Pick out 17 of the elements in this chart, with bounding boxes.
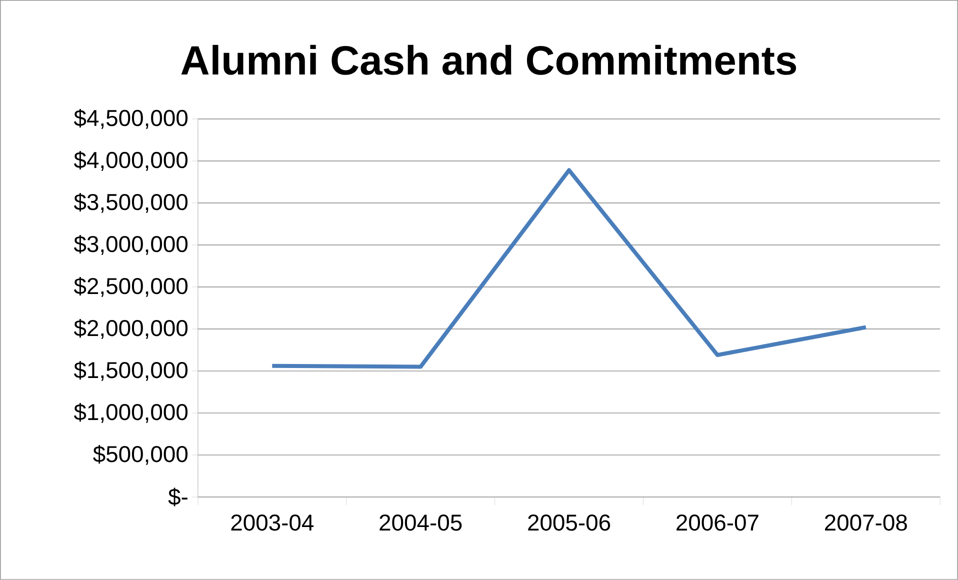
y-tick-label: $- [168,488,188,506]
y-tick-label: $2,500,000 [74,277,188,297]
y-tick-label: $4,000,000 [74,151,188,171]
x-tick-label: 2003-04 [231,514,314,531]
line-series [270,168,868,369]
y-tick-label: $4,500,000 [74,109,188,129]
x-tick-label: 2004-05 [380,514,462,531]
x-tick-label: 2005-06 [528,514,610,531]
x-tick-label: 2007-08 [824,514,907,531]
y-tick-label: $500,000 [93,445,188,465]
x-tick-label: 2006-07 [676,514,758,531]
y-tick-label: $3,000,000 [74,235,188,255]
y-tick-label: $1,500,000 [74,361,188,381]
y-tick-label: $3,500,000 [74,193,188,213]
chart-title: Alumni Cash and Commitments [181,44,796,75]
y-tick-label: $1,000,000 [74,403,188,423]
y-tick-label: $2,000,000 [74,319,188,339]
